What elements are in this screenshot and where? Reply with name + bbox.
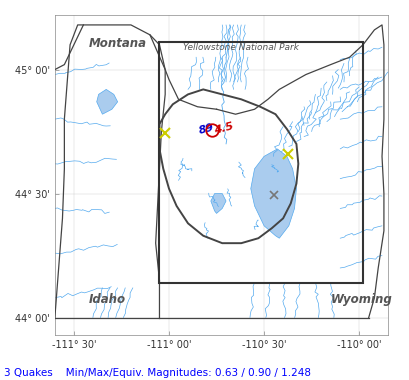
Text: Yellowstone National Park: Yellowstone National Park [183,43,299,52]
Text: 3 Quakes    Min/Max/Equiv. Magnitudes: 0.63 / 0.90 / 1.248: 3 Quakes Min/Max/Equiv. Magnitudes: 0.63… [4,368,310,378]
Polygon shape [97,89,117,114]
Text: Idaho: Idaho [89,293,126,306]
Text: 4.5: 4.5 [212,121,234,136]
Text: Montana: Montana [89,37,147,50]
Text: Wyoming: Wyoming [330,293,391,306]
Polygon shape [210,193,225,214]
Bar [159,42,362,283]
Text: 89: 89 [197,122,215,136]
Polygon shape [250,149,296,238]
